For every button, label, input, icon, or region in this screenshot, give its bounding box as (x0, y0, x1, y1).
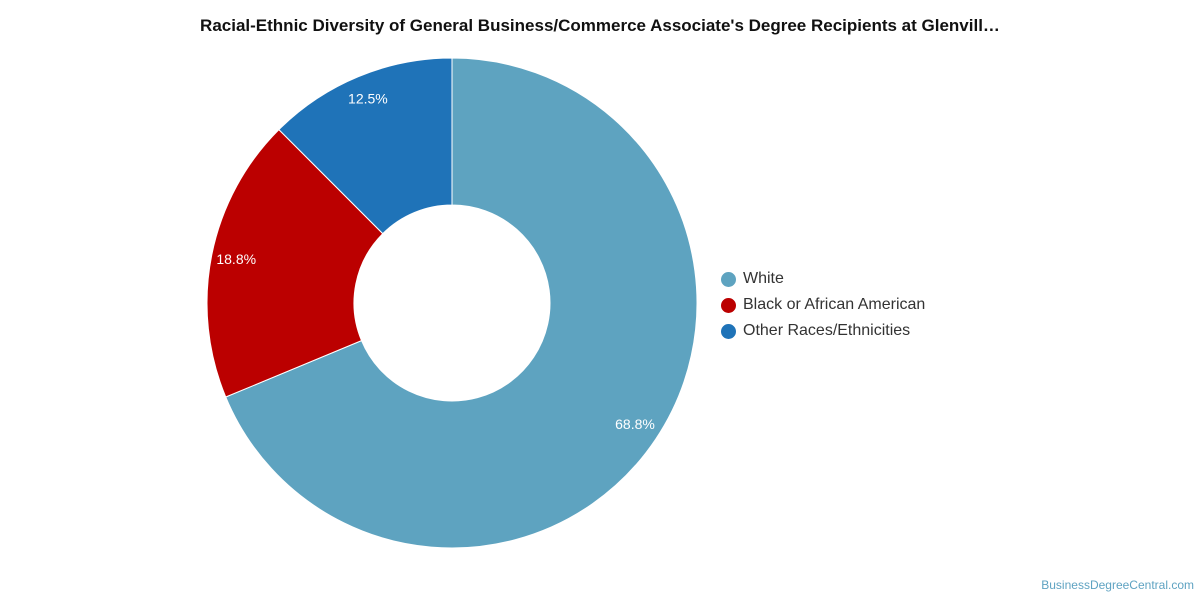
slice-label-white: 68.8% (615, 416, 655, 432)
legend-label-white: White (743, 270, 784, 287)
legend-item-other-races-ethnicities[interactable]: Other Races/Ethnicities (721, 318, 925, 344)
legend-item-white[interactable]: White (721, 266, 925, 292)
legend-swatch-black-or-african-american (721, 297, 736, 313)
donut-slice-black-or-african-american[interactable] (206, 128, 384, 398)
legend-swatch-white (721, 271, 736, 287)
chart-legend: White Black or African American Other Ra… (721, 266, 925, 344)
donut-slice-white[interactable] (225, 57, 698, 549)
site-watermark[interactable]: BusinessDegreeCentral.com (1041, 578, 1194, 592)
legend-label-black-or-african-american: Black or African American (743, 296, 926, 313)
donut-slice-other-races-ethnicities[interactable] (278, 57, 453, 235)
legend-swatch-other-races-ethnicities (721, 323, 736, 339)
chart-title: Racial-Ethnic Diversity of General Busin… (200, 16, 1000, 35)
legend-item-black-or-african-american[interactable]: Black or African American (721, 292, 925, 318)
slice-label-other-races-ethnicities: 12.5% (348, 90, 388, 106)
slice-label-black-or-african-american: 18.8% (216, 251, 256, 267)
legend-label-other-races-ethnicities: Other Races/Ethnicities (743, 322, 911, 339)
